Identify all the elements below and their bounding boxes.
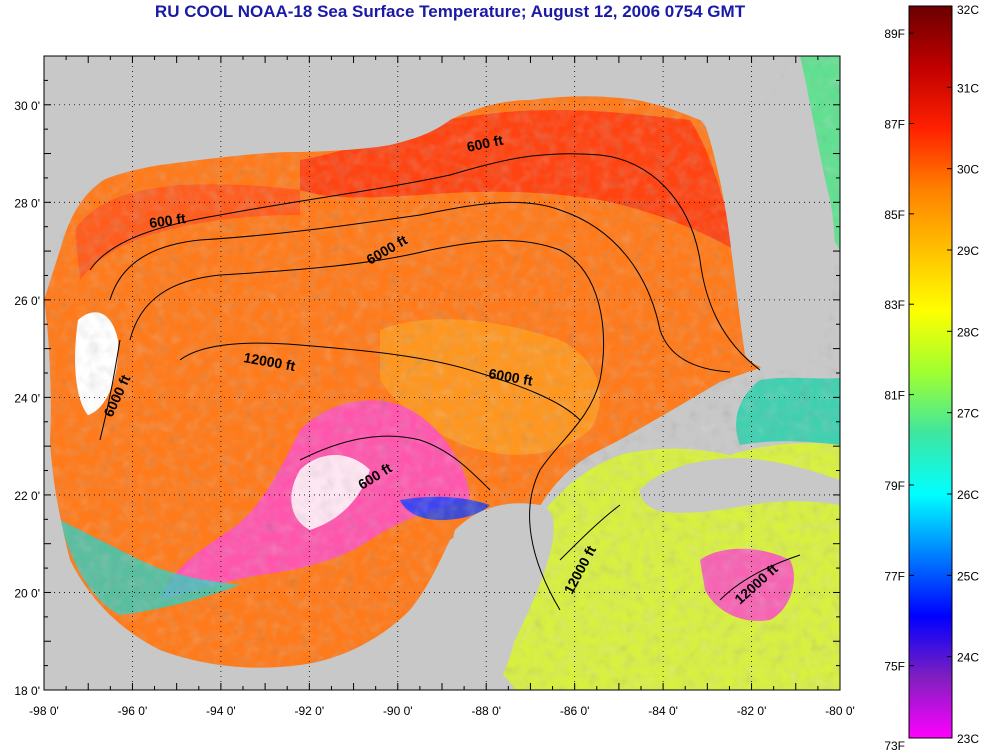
central-america-land [440,671,515,690]
lon-tick-label: -80 0' [825,704,855,718]
colorbar-ticks [909,5,952,739]
isobath-label: 6000 ft [487,365,534,389]
longitude-labels: -98 0' -96 0' -94 0' -92 0' -90 0' -88 0' -86 … [29,704,855,718]
lon-tick-label: -88 0' [471,704,501,718]
lat-tick-label: 24 0' [14,391,40,405]
map-title: RU COOL NOAA-18 Sea Surface Temperature;… [154,2,746,21]
lat-tick-label: 18 0' [14,684,40,698]
colorbar-c-label: 28C [957,325,979,339]
colorbar-c-label: 30C [957,163,979,177]
lat-tick-label: 22 0' [14,489,40,503]
colorbar-c-label: 27C [957,407,979,421]
colorbar-c-label: 25C [957,569,979,583]
lon-tick-label: -92 0' [295,704,325,718]
colorbar-c-label: 31C [957,81,979,95]
celsius-labels: 32C 31C 30C 29C 28C 27C 26C 25C 24C 23C [957,3,979,746]
lat-tick-label: 20 0' [14,586,40,600]
colorbar-f-label: 79F [884,479,905,493]
colorbar-c-label: 26C [957,488,979,502]
cuba-land [640,458,840,513]
lon-tick-label: -86 0' [560,704,590,718]
lon-tick-label: -82 0' [737,704,767,718]
latitude-labels: 18 0' 20 0' 22 0' 24 0' 26 0' 28 0' 30 0' [14,99,40,698]
axis-ticks [43,55,841,691]
colorbar-f-label: 81F [884,389,905,403]
colorbar-f-label: 77F [884,569,905,583]
isobath-label: 600 ft [148,210,187,231]
colorbar-f-label: 75F [884,660,905,674]
lon-tick-label: -98 0' [29,704,59,718]
us-gulf-coast-land [44,56,790,270]
colorbar-c-label: 23C [957,732,979,746]
fahrenheit-labels: 89F 87F 85F 83F 81F 79F 77F 75F 73F [884,27,905,753]
colorbar-c-label: 32C [957,3,979,17]
florida-peninsula [700,56,835,371]
lon-tick-label: -90 0' [383,704,413,718]
colorbar-c-label: 29C [957,244,979,258]
mexico-land [44,300,532,690]
colorbar-f-label: 85F [884,208,905,222]
colorbar-f-label: 83F [884,298,905,312]
yucatan-peninsula [453,503,554,660]
colorbar-c-label: 24C [957,651,979,665]
lat-tick-label: 30 0' [14,99,40,113]
lat-tick-label: 26 0' [14,294,40,308]
colorbar-gradient [908,5,953,739]
lon-tick-label: -96 0' [118,704,148,718]
isobath-label: 600 ft [465,132,504,155]
isobath-contours [89,153,801,611]
lat-tick-label: 28 0' [14,196,40,210]
colorbar-f-label: 73F [884,739,905,753]
colorbar-f-label: 89F [884,27,905,41]
lon-tick-label: -84 0' [648,704,678,718]
lon-tick-label: -94 0' [206,704,236,718]
colorbar-f-label: 87F [884,117,905,131]
graticule [44,56,840,690]
